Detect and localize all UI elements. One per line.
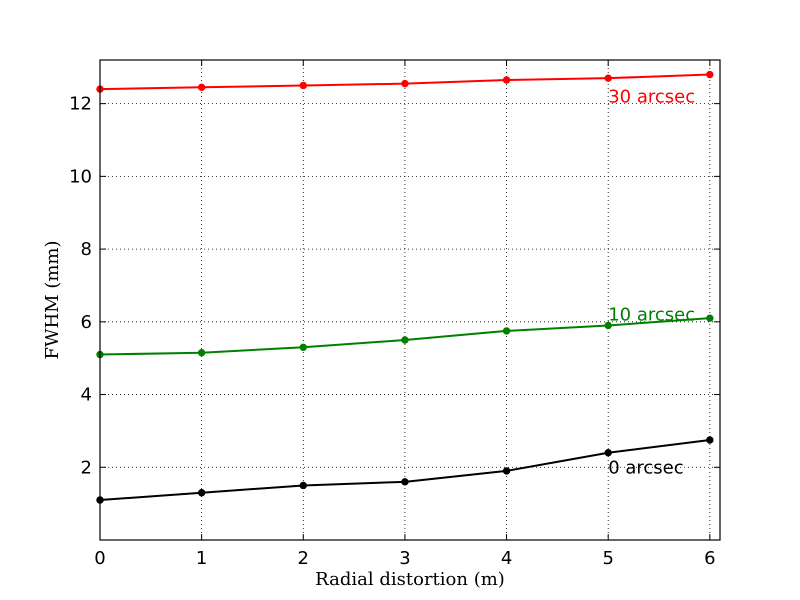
y-tick-label: 10	[69, 166, 92, 187]
data-point-0-arcsec	[299, 481, 307, 490]
data-point-0-arcsec	[197, 489, 206, 497]
series-label-10-arcsec: 10 arcsec	[608, 305, 695, 326]
data-point-0-arcsec	[401, 478, 409, 486]
y-tick-label: 2	[81, 457, 92, 478]
x-tick-label: 2	[298, 548, 309, 569]
grid-layer	[100, 60, 720, 540]
plot-frame	[99, 59, 721, 541]
data-point-0-arcsec	[604, 449, 612, 457]
data-point-30-arcsec	[502, 76, 511, 84]
x-tick-label: 0	[94, 548, 105, 569]
x-tick-label: 5	[602, 548, 613, 569]
data-point-10-arcsec	[502, 327, 511, 335]
data-point-10-arcsec	[401, 336, 409, 344]
data-point-10-arcsec	[604, 321, 612, 330]
data-point-0-arcsec	[706, 436, 714, 444]
y-tick-label: 4	[81, 385, 92, 406]
y-tick-label: 12	[69, 94, 92, 115]
y-axis-label: FWHM (mm)	[42, 240, 63, 359]
y-tick-label: 6	[81, 312, 92, 333]
data-point-30-arcsec	[197, 83, 206, 91]
data-point-30-arcsec	[706, 70, 714, 79]
y-tick-label: 8	[81, 239, 92, 260]
series-label-30-arcsec: 30 arcsec	[608, 86, 695, 107]
x-tick-label: 6	[704, 548, 715, 569]
data-point-30-arcsec	[401, 79, 409, 88]
x-tick-label: 1	[196, 548, 207, 569]
series-label-0-arcsec: 0 arcsec	[608, 457, 683, 478]
x-tick-label: 4	[501, 548, 512, 569]
data-point-10-arcsec	[706, 314, 714, 322]
data-point-10-arcsec	[197, 349, 206, 357]
data-point-30-arcsec	[299, 81, 307, 90]
data-point-0-arcsec	[502, 467, 511, 475]
x-axis-label: Radial distortion (m)	[315, 569, 505, 590]
data-point-10-arcsec	[299, 343, 307, 351]
data-point-30-arcsec	[604, 74, 612, 82]
series-layer	[96, 70, 714, 504]
x-tick-label: 3	[399, 548, 410, 569]
annotations-layer: 30 arcsec 10 arcsec 0 arcsec	[608, 86, 695, 478]
